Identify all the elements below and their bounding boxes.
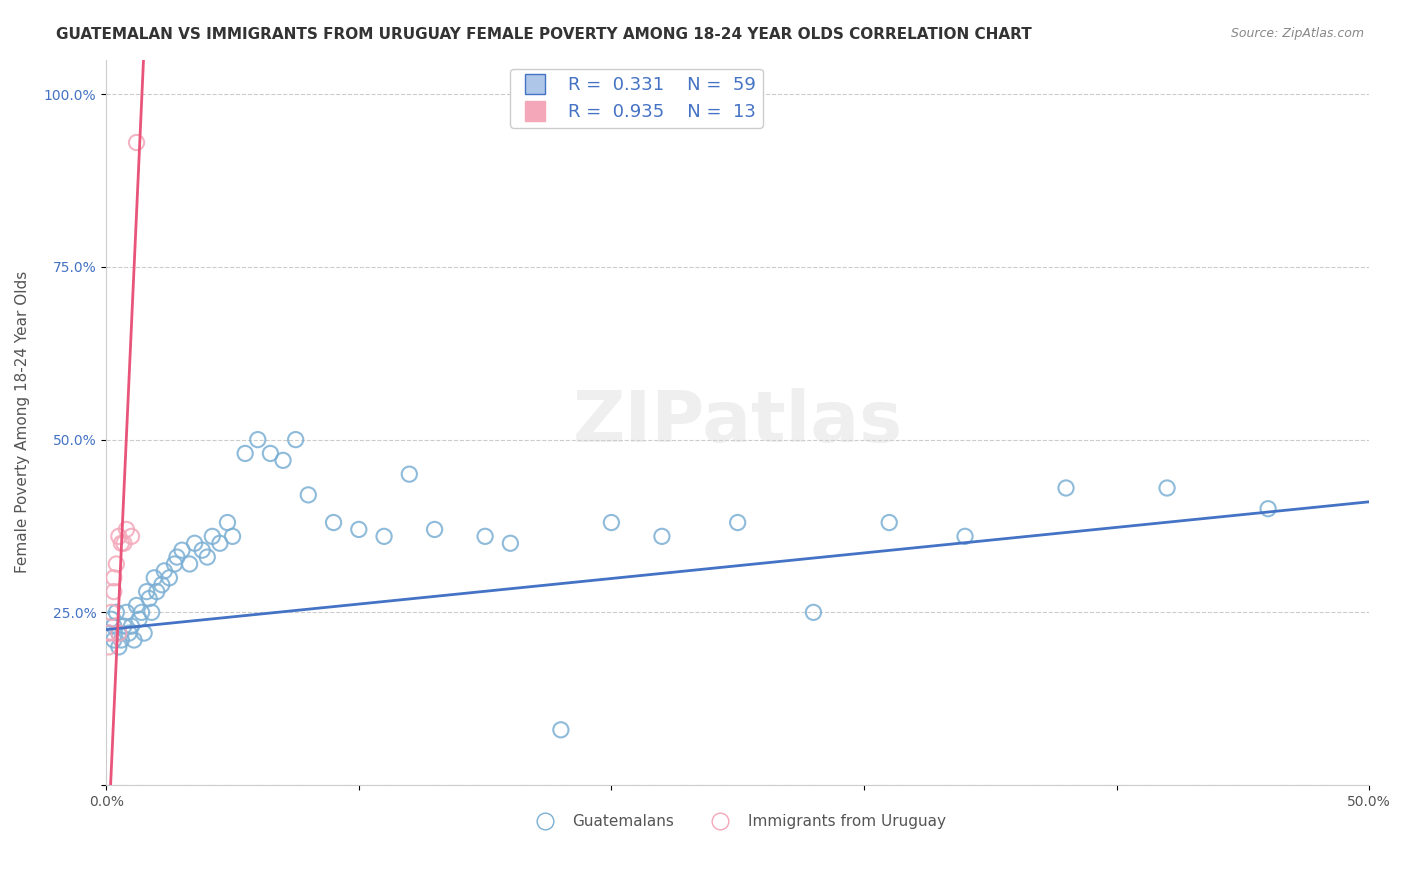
Point <box>1156 481 1178 495</box>
Point <box>115 605 138 619</box>
Point <box>105 557 128 571</box>
Point <box>322 516 344 530</box>
Point <box>163 557 186 571</box>
Point <box>153 564 176 578</box>
Point <box>179 557 201 571</box>
Point <box>134 626 156 640</box>
Y-axis label: Female Poverty Among 18-24 Year Olds: Female Poverty Among 18-24 Year Olds <box>15 271 30 574</box>
Point <box>145 584 167 599</box>
Point <box>297 488 319 502</box>
Point <box>183 536 205 550</box>
Point <box>100 605 122 619</box>
Point <box>138 591 160 606</box>
Point <box>128 612 150 626</box>
Point <box>97 626 120 640</box>
Point <box>97 640 120 654</box>
Point <box>651 529 673 543</box>
Point <box>170 543 193 558</box>
Point <box>259 446 281 460</box>
Point <box>284 433 307 447</box>
Point <box>105 605 128 619</box>
Point <box>373 529 395 543</box>
Point <box>100 612 122 626</box>
Text: Source: ZipAtlas.com: Source: ZipAtlas.com <box>1230 27 1364 40</box>
Point <box>122 632 145 647</box>
Point <box>727 516 749 530</box>
Point <box>141 605 163 619</box>
Point <box>108 640 131 654</box>
Point <box>499 536 522 550</box>
Point <box>131 605 153 619</box>
Point <box>112 536 135 550</box>
Point <box>103 619 125 633</box>
Point <box>125 599 148 613</box>
Point <box>423 523 446 537</box>
Point <box>221 529 243 543</box>
Point <box>803 605 825 619</box>
Point <box>550 723 572 737</box>
Point <box>108 529 131 543</box>
Point <box>121 619 143 633</box>
Point <box>108 626 131 640</box>
Point <box>217 516 239 530</box>
Point <box>157 571 180 585</box>
Point <box>347 523 370 537</box>
Point <box>110 536 132 550</box>
Text: ZIPatlas: ZIPatlas <box>572 388 903 457</box>
Legend: Guatemalans, Immigrants from Uruguay: Guatemalans, Immigrants from Uruguay <box>523 808 952 836</box>
Point <box>110 632 132 647</box>
Point <box>97 626 120 640</box>
Point <box>150 578 173 592</box>
Point <box>143 571 166 585</box>
Point <box>398 467 420 482</box>
Point <box>135 584 157 599</box>
Point <box>118 626 141 640</box>
Point <box>271 453 294 467</box>
Point <box>103 584 125 599</box>
Point <box>166 550 188 565</box>
Point <box>112 619 135 633</box>
Point <box>201 529 224 543</box>
Point <box>103 571 125 585</box>
Text: GUATEMALAN VS IMMIGRANTS FROM URUGUAY FEMALE POVERTY AMONG 18-24 YEAR OLDS CORRE: GUATEMALAN VS IMMIGRANTS FROM URUGUAY FE… <box>56 27 1032 42</box>
Point <box>600 516 623 530</box>
Point <box>125 136 148 150</box>
Point <box>1257 501 1279 516</box>
Point <box>246 433 269 447</box>
Point <box>195 550 218 565</box>
Point <box>1054 481 1077 495</box>
Point <box>108 626 131 640</box>
Point <box>474 529 496 543</box>
Point <box>233 446 256 460</box>
Point <box>121 529 143 543</box>
Point <box>191 543 214 558</box>
Point <box>115 523 138 537</box>
Point <box>103 632 125 647</box>
Point <box>208 536 231 550</box>
Point <box>953 529 976 543</box>
Point <box>877 516 900 530</box>
